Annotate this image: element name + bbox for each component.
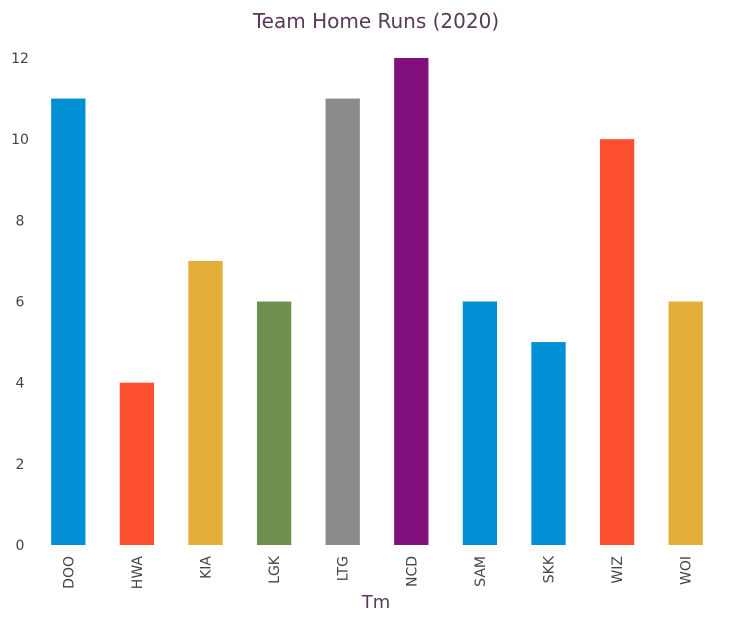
y-tick-label: 10 [11,132,29,148]
bar-wiz [599,139,635,545]
x-tick-label: LTG [336,556,352,581]
bar-woi [668,301,703,545]
x-tick-label: NCD [404,556,420,587]
x-axis-ticks: DOO HWA KIA LGK LTG NCD SAM SKK WIZ WOI [61,555,694,589]
x-tick-label: WIZ [610,556,626,584]
bar-hwa [119,382,155,545]
bar-kia [188,260,223,545]
bar-sam [462,301,498,545]
x-axis-label: Tm [361,592,391,613]
x-tick-label: WOI [679,556,695,585]
y-tick-label: 2 [16,457,25,473]
y-axis-ticks: 0 2 4 6 8 10 12 [11,51,29,554]
bar-lgk [256,301,292,545]
bar-ncd [394,58,429,545]
y-tick-label: 4 [16,376,25,392]
bars [51,58,703,545]
bar-ltg [325,98,360,545]
x-tick-label: SKK [542,555,558,583]
y-tick-label: 12 [11,51,29,67]
bar-skk [531,342,566,545]
x-tick-label: HWA [130,556,146,590]
x-tick-label: LGK [267,555,283,584]
chart-title: Team Home Runs (2020) [252,9,499,33]
x-tick-label: SAM [473,556,489,587]
y-tick-label: 6 [16,295,25,311]
bar-doo [51,98,86,545]
x-tick-label: KIA [199,556,215,579]
y-tick-label: 8 [16,213,25,229]
y-tick-label: 0 [16,538,25,554]
x-tick-label: DOO [61,556,77,589]
